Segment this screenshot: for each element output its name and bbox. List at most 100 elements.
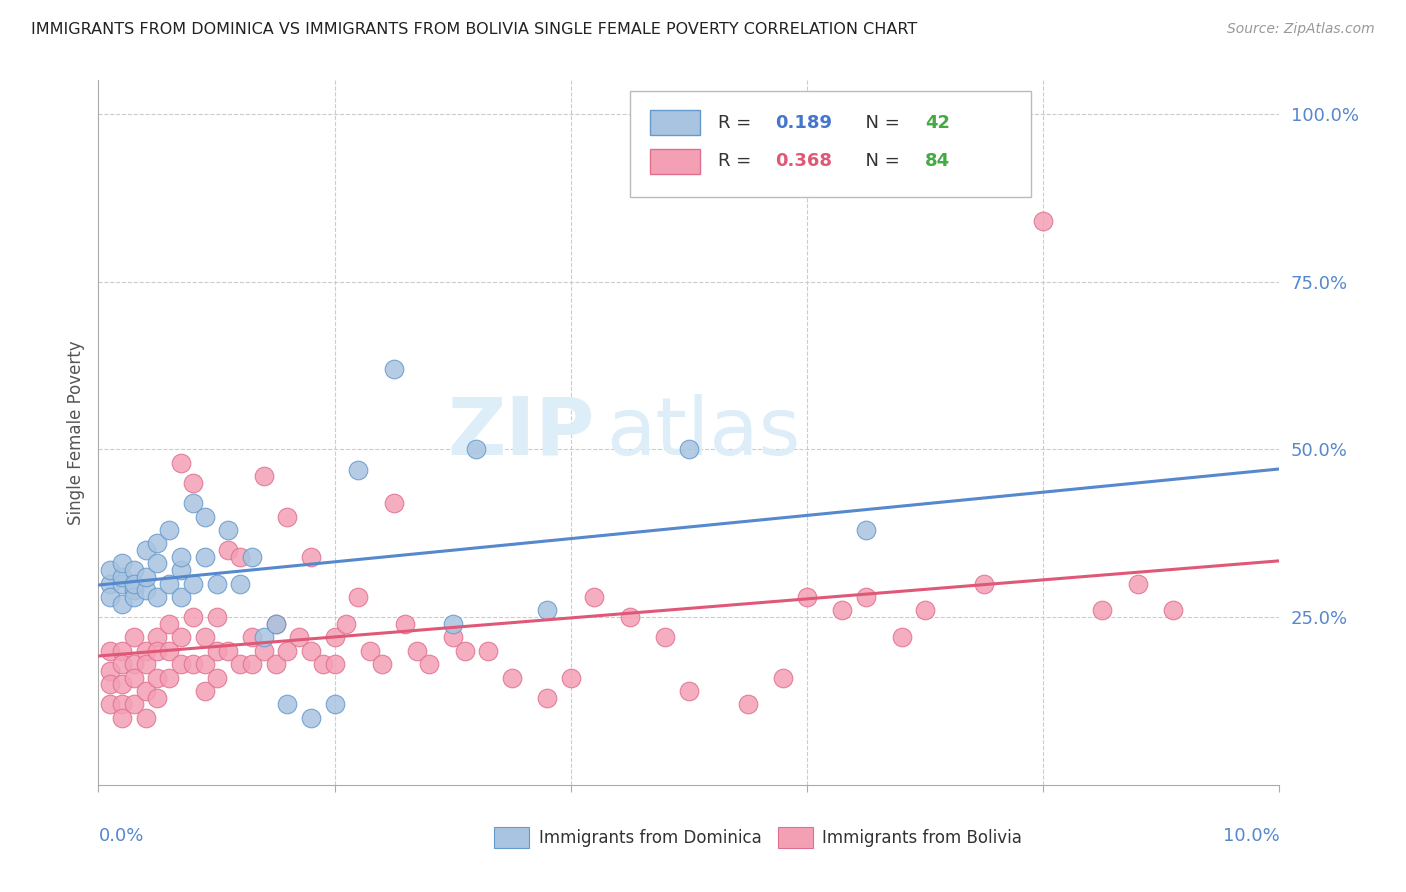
Y-axis label: Single Female Poverty: Single Female Poverty <box>66 341 84 524</box>
Point <box>371 657 394 672</box>
Point <box>240 657 263 672</box>
Point <box>831 603 853 617</box>
Point <box>157 644 180 658</box>
Point <box>146 536 169 550</box>
Point <box>170 630 193 644</box>
Point <box>122 630 145 644</box>
Point <box>122 671 145 685</box>
Point <box>323 630 346 644</box>
Point <box>323 657 346 672</box>
Text: Immigrants from Dominica: Immigrants from Dominica <box>538 829 762 847</box>
Point <box>583 590 606 604</box>
Text: N =: N = <box>855 113 905 131</box>
Point <box>441 616 464 631</box>
Point <box>170 563 193 577</box>
Point <box>157 671 180 685</box>
Point <box>170 657 193 672</box>
Point <box>973 576 995 591</box>
Point <box>194 549 217 564</box>
Point <box>465 442 488 457</box>
Point <box>855 590 877 604</box>
Point <box>536 603 558 617</box>
Point <box>122 583 145 598</box>
FancyBboxPatch shape <box>630 91 1032 196</box>
Point <box>157 523 180 537</box>
Point <box>181 496 204 510</box>
Point <box>264 657 287 672</box>
Point <box>619 610 641 624</box>
Text: 10.0%: 10.0% <box>1223 827 1279 846</box>
Point <box>146 557 169 571</box>
Point <box>146 671 169 685</box>
Point <box>1126 576 1149 591</box>
Point <box>359 644 381 658</box>
Point <box>170 549 193 564</box>
Point <box>855 523 877 537</box>
Point <box>111 570 134 584</box>
Point <box>299 644 322 658</box>
Point <box>181 610 204 624</box>
Point <box>678 442 700 457</box>
Point <box>111 698 134 712</box>
Text: N =: N = <box>855 153 905 170</box>
Point <box>146 630 169 644</box>
Point <box>135 644 157 658</box>
Point <box>205 671 228 685</box>
Text: ZIP: ZIP <box>447 393 595 472</box>
Text: 42: 42 <box>925 113 950 131</box>
Point <box>382 496 405 510</box>
Point <box>1161 603 1184 617</box>
Point <box>394 616 416 631</box>
Point <box>240 549 263 564</box>
Point <box>536 690 558 705</box>
Point <box>737 698 759 712</box>
Point <box>194 684 217 698</box>
Point <box>135 543 157 558</box>
Point <box>276 644 298 658</box>
Point <box>253 469 276 483</box>
Point <box>111 677 134 691</box>
Text: atlas: atlas <box>606 393 800 472</box>
Point <box>347 590 370 604</box>
Point <box>98 576 121 591</box>
Point <box>347 462 370 476</box>
Point <box>135 583 157 598</box>
Point <box>796 590 818 604</box>
Point <box>122 590 145 604</box>
Point <box>98 698 121 712</box>
Point <box>418 657 440 672</box>
Point <box>501 671 523 685</box>
Point <box>217 523 239 537</box>
Bar <box>494 827 530 848</box>
Point <box>122 563 145 577</box>
Point <box>146 644 169 658</box>
Point <box>312 657 335 672</box>
Point <box>111 576 134 591</box>
Point <box>323 698 346 712</box>
Point <box>654 630 676 644</box>
Point <box>288 630 311 644</box>
Point <box>194 509 217 524</box>
Point <box>170 590 193 604</box>
Point <box>477 644 499 658</box>
Text: 0.189: 0.189 <box>775 113 832 131</box>
Point <box>229 657 252 672</box>
Bar <box>650 149 700 174</box>
Bar <box>650 110 700 136</box>
Point <box>122 698 145 712</box>
Point <box>205 644 228 658</box>
Point <box>441 630 464 644</box>
Point <box>157 576 180 591</box>
Text: R =: R = <box>718 153 758 170</box>
Point <box>98 677 121 691</box>
Point <box>135 684 157 698</box>
Point <box>111 711 134 725</box>
Point <box>914 603 936 617</box>
Point <box>229 549 252 564</box>
Point <box>98 563 121 577</box>
Bar <box>778 827 813 848</box>
Point <box>240 630 263 644</box>
Point <box>181 475 204 490</box>
Point <box>111 597 134 611</box>
Text: R =: R = <box>718 113 758 131</box>
